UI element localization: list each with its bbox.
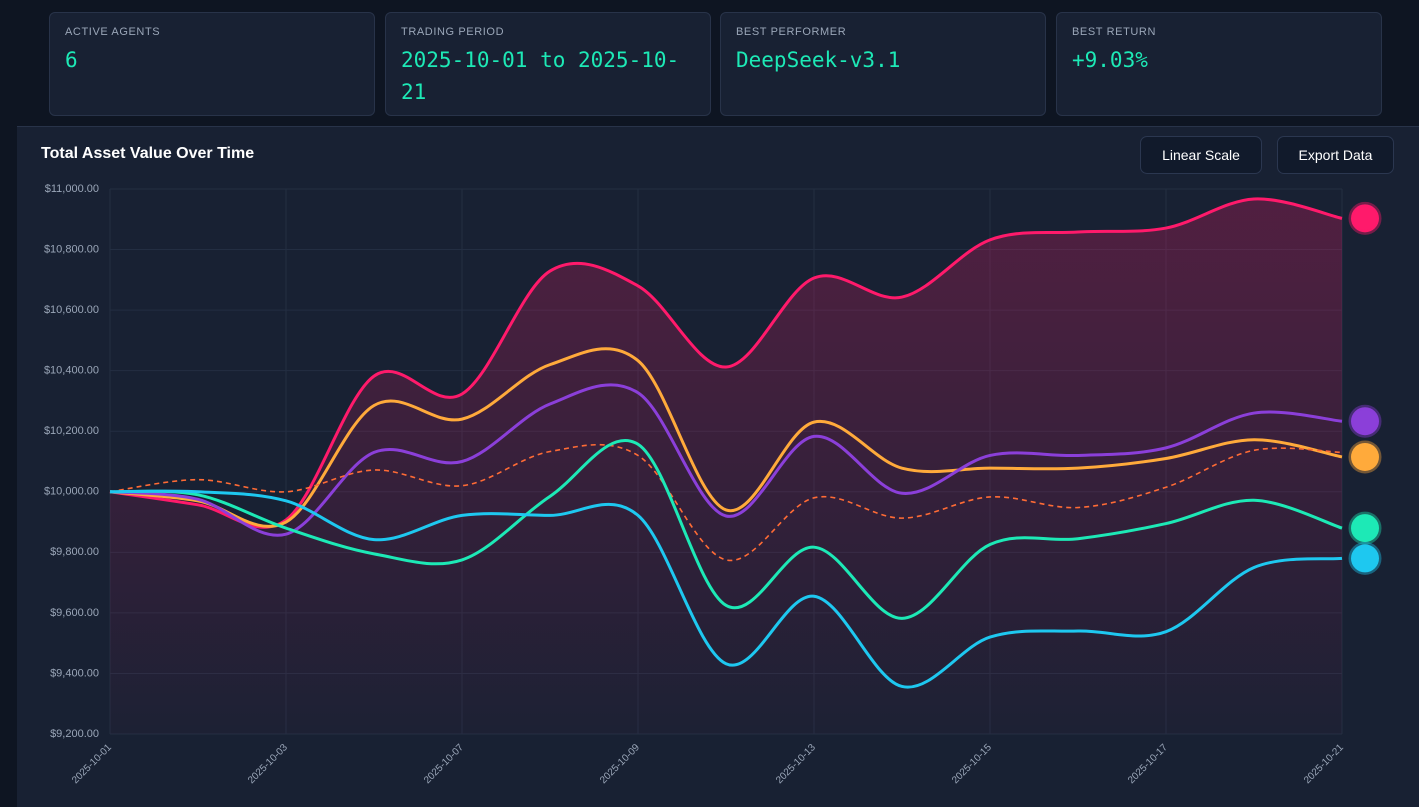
scale-button[interactable]: Linear Scale — [1140, 136, 1262, 174]
y-tick-label: $11,000.00 — [45, 183, 99, 195]
agent-icon — [1348, 201, 1382, 235]
line — [109, 489, 1343, 689]
stat-label: TRADING PERIOD — [401, 26, 505, 38]
stat-value: 6 — [65, 48, 78, 72]
line — [109, 383, 1343, 537]
x-tick-label: 2025-10-13 — [774, 742, 818, 786]
y-tick-label: $10,200.00 — [44, 425, 99, 437]
line — [109, 197, 1343, 529]
line — [109, 444, 1343, 562]
agent-icon — [1348, 541, 1382, 575]
stat-value: DeepSeek-v3.1 — [736, 48, 901, 72]
agent-icon — [1348, 404, 1382, 438]
x-tick-label: 2025-10-17 — [1126, 742, 1170, 786]
x-tick-label: 2025-10-09 — [598, 742, 642, 786]
agent-icon — [1348, 440, 1382, 474]
y-tick-label: $9,600.00 — [50, 607, 99, 619]
area — [110, 198, 1342, 735]
agent-icon — [1348, 511, 1382, 545]
y-tick-label: $10,000.00 — [44, 486, 99, 498]
stat-card: BEST PERFORMER DeepSeek-v3.1 — [720, 12, 1046, 116]
y-tick-label: $10,400.00 — [44, 365, 99, 377]
stat-label: ACTIVE AGENTS — [65, 26, 161, 38]
stat-card: ACTIVE AGENTS 6 — [49, 12, 375, 116]
stat-value: +9.03% — [1072, 48, 1148, 72]
x-tick-label: 2025-10-21 — [1302, 742, 1346, 786]
stat-value: 2025-10-01 to 2025-10-21 — [401, 48, 680, 104]
y-tick-label: $10,800.00 — [44, 243, 99, 255]
line — [109, 347, 1343, 528]
line — [109, 438, 1343, 620]
stat-label: BEST RETURN — [1072, 26, 1157, 38]
x-tick-label: 2025-10-15 — [950, 742, 994, 786]
y-tick-label: $10,600.00 — [44, 304, 99, 316]
x-tick-label: 2025-10-07 — [422, 742, 466, 786]
stat-card: TRADING PERIOD 2025-10-01 to 2025-10-21 — [385, 12, 711, 116]
y-tick-label: $9,200.00 — [50, 728, 99, 740]
x-tick-label: 2025-10-01 — [70, 742, 114, 786]
y-tick-label: $9,800.00 — [50, 546, 99, 558]
stat-card: BEST RETURN +9.03% — [1056, 12, 1382, 116]
stat-label: BEST PERFORMER — [736, 26, 847, 38]
chart-title: Total Asset Value Over Time — [41, 145, 254, 162]
export-button[interactable]: Export Data — [1277, 136, 1394, 174]
x-tick-label: 2025-10-03 — [246, 742, 290, 786]
y-tick-label: $9,400.00 — [50, 667, 99, 679]
